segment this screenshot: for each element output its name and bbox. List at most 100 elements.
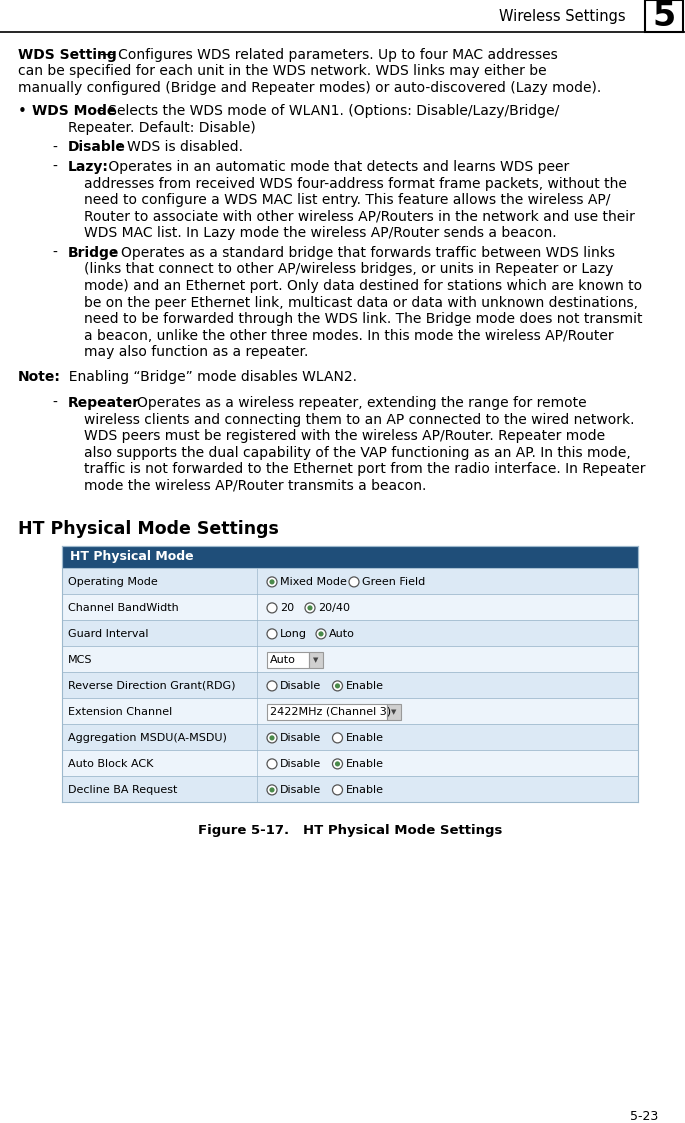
Text: addresses from received WDS four-address format frame packets, without the: addresses from received WDS four-address…: [84, 176, 627, 191]
Text: manually configured (Bridge and Repeater modes) or auto-discovered (Lazy mode).: manually configured (Bridge and Repeater…: [18, 81, 601, 95]
Circle shape: [267, 733, 277, 743]
Text: Channel BandWidth: Channel BandWidth: [68, 603, 179, 613]
Text: 20: 20: [280, 603, 294, 613]
Text: Repeater: Repeater: [68, 396, 140, 410]
Text: 20/40: 20/40: [318, 603, 350, 613]
Circle shape: [349, 577, 359, 587]
Text: MCS: MCS: [68, 655, 92, 665]
Text: also supports the dual capability of the VAP functioning as an AP. In this mode,: also supports the dual capability of the…: [84, 446, 631, 459]
FancyBboxPatch shape: [62, 776, 638, 802]
Text: HT Physical Mode Settings: HT Physical Mode Settings: [18, 520, 279, 538]
Circle shape: [269, 736, 275, 740]
FancyBboxPatch shape: [309, 651, 323, 668]
Circle shape: [269, 787, 275, 793]
Text: Disable: Disable: [280, 785, 321, 795]
Circle shape: [267, 577, 277, 587]
FancyBboxPatch shape: [267, 704, 387, 720]
Text: can be specified for each unit in the WDS network. WDS links may either be: can be specified for each unit in the WD…: [18, 64, 547, 79]
Text: Router to associate with other wireless AP/Routers in the network and use their: Router to associate with other wireless …: [84, 210, 635, 223]
Text: Repeater. Default: Disable): Repeater. Default: Disable): [68, 120, 256, 135]
Text: WDS Mode: WDS Mode: [32, 104, 116, 118]
Text: Disable: Disable: [280, 681, 321, 691]
Text: Enable: Enable: [345, 759, 384, 769]
Text: •: •: [18, 104, 27, 119]
FancyBboxPatch shape: [62, 646, 638, 672]
Text: Note:: Note:: [18, 369, 61, 384]
Text: Green Field: Green Field: [362, 577, 425, 587]
Circle shape: [319, 631, 323, 637]
Text: Reverse Direction Grant(RDG): Reverse Direction Grant(RDG): [68, 681, 236, 691]
Text: ▼: ▼: [391, 709, 397, 715]
Text: Aggregation MSDU(A-MSDU): Aggregation MSDU(A-MSDU): [68, 733, 227, 743]
Circle shape: [332, 681, 342, 691]
Text: Operating Mode: Operating Mode: [68, 577, 158, 587]
Text: – Selects the WDS mode of WLAN1. (Options: Disable/Lazy/Bridge/: – Selects the WDS mode of WLAN1. (Option…: [97, 104, 559, 118]
Text: traffic is not forwarded to the Ethernet port from the radio interface. In Repea: traffic is not forwarded to the Ethernet…: [84, 463, 645, 476]
Circle shape: [305, 603, 315, 613]
Text: be on the peer Ethernet link, multicast data or data with unknown destinations,: be on the peer Ethernet link, multicast …: [84, 295, 638, 310]
Text: Figure 5-17.   HT Physical Mode Settings: Figure 5-17. HT Physical Mode Settings: [198, 824, 502, 837]
Text: HT Physical Mode: HT Physical Mode: [70, 550, 194, 564]
Text: WDS Setting: WDS Setting: [18, 48, 116, 62]
Text: need to configure a WDS MAC list entry. This feature allows the wireless AP/: need to configure a WDS MAC list entry. …: [84, 193, 610, 208]
Text: Mixed Mode: Mixed Mode: [280, 577, 347, 587]
Text: Enabling “Bridge” mode disables WLAN2.: Enabling “Bridge” mode disables WLAN2.: [60, 369, 357, 384]
Text: Long: Long: [280, 629, 307, 639]
Text: -: -: [52, 140, 57, 154]
Text: mode) and an Ethernet port. Only data destined for stations which are known to: mode) and an Ethernet port. Only data de…: [84, 279, 642, 293]
FancyBboxPatch shape: [387, 704, 401, 720]
Text: Wireless Settings: Wireless Settings: [499, 9, 626, 24]
Text: Extension Channel: Extension Channel: [68, 706, 172, 716]
FancyBboxPatch shape: [62, 672, 638, 697]
Circle shape: [335, 761, 340, 767]
Text: wireless clients and connecting them to an AP connected to the wired network.: wireless clients and connecting them to …: [84, 412, 634, 427]
Circle shape: [316, 629, 326, 639]
Text: : WDS is disabled.: : WDS is disabled.: [118, 140, 243, 154]
Text: Guard Interval: Guard Interval: [68, 629, 149, 639]
Text: Auto Block ACK: Auto Block ACK: [68, 759, 153, 769]
Text: Decline BA Request: Decline BA Request: [68, 785, 177, 795]
Circle shape: [335, 683, 340, 688]
Text: : Operates as a standard bridge that forwards traffic between WDS links: : Operates as a standard bridge that for…: [112, 246, 615, 261]
Text: need to be forwarded through the WDS link. The Bridge mode does not transmit: need to be forwarded through the WDS lin…: [84, 312, 643, 326]
FancyBboxPatch shape: [62, 620, 638, 646]
FancyBboxPatch shape: [62, 750, 638, 776]
Text: — Configures WDS related parameters. Up to four MAC addresses: — Configures WDS related parameters. Up …: [100, 48, 558, 62]
Circle shape: [267, 759, 277, 769]
Text: mode the wireless AP/Router transmits a beacon.: mode the wireless AP/Router transmits a …: [84, 478, 426, 493]
Text: a beacon, unlike the other three modes. In this mode the wireless AP/Router: a beacon, unlike the other three modes. …: [84, 329, 614, 343]
Text: 5-23: 5-23: [630, 1110, 658, 1123]
Text: Disable: Disable: [68, 140, 126, 154]
Circle shape: [267, 603, 277, 613]
FancyBboxPatch shape: [62, 568, 638, 594]
Circle shape: [267, 629, 277, 639]
FancyBboxPatch shape: [62, 697, 638, 724]
FancyBboxPatch shape: [645, 0, 683, 31]
Text: ▼: ▼: [313, 657, 319, 663]
Text: (links that connect to other AP/wireless bridges, or units in Repeater or Lazy: (links that connect to other AP/wireless…: [84, 263, 613, 276]
Text: 5: 5: [652, 0, 675, 33]
Text: Auto: Auto: [270, 655, 296, 665]
Text: : Operates as a wireless repeater, extending the range for remote: : Operates as a wireless repeater, exten…: [128, 396, 586, 410]
Circle shape: [332, 759, 342, 769]
Text: Operates in an automatic mode that detects and learns WDS peer: Operates in an automatic mode that detec…: [104, 161, 569, 174]
Text: -: -: [52, 161, 57, 174]
Circle shape: [332, 785, 342, 795]
Text: WDS peers must be registered with the wireless AP/Router. Repeater mode: WDS peers must be registered with the wi…: [84, 429, 605, 444]
Text: Lazy:: Lazy:: [68, 161, 109, 174]
Text: Bridge: Bridge: [68, 246, 119, 261]
FancyBboxPatch shape: [62, 594, 638, 620]
Circle shape: [332, 733, 342, 743]
Text: Enable: Enable: [345, 733, 384, 743]
Text: Auto: Auto: [329, 629, 355, 639]
Text: may also function as a repeater.: may also function as a repeater.: [84, 345, 308, 359]
Text: -: -: [52, 396, 57, 410]
Text: 2422MHz (Channel 3): 2422MHz (Channel 3): [270, 706, 391, 716]
Circle shape: [269, 579, 275, 584]
Circle shape: [308, 605, 312, 611]
Text: Enable: Enable: [345, 785, 384, 795]
Circle shape: [267, 681, 277, 691]
FancyBboxPatch shape: [62, 724, 638, 750]
Text: Disable: Disable: [280, 759, 321, 769]
Text: WDS MAC list. In Lazy mode the wireless AP/Router sends a beacon.: WDS MAC list. In Lazy mode the wireless …: [84, 226, 557, 240]
